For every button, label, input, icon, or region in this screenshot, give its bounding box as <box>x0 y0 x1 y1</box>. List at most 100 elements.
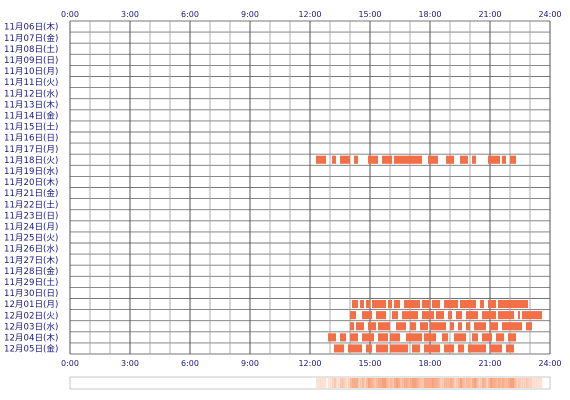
date-label: 11月10日(月) <box>4 66 58 77</box>
summary-density-cell <box>506 378 509 388</box>
bottom-tick-label: 9:00 <box>241 359 259 368</box>
activity-bar <box>404 300 420 309</box>
activity-bar <box>392 311 398 320</box>
summary-density-cell <box>448 378 451 388</box>
activity-bar <box>482 311 496 320</box>
date-label: 11月11日(火) <box>4 77 58 88</box>
activity-bar <box>362 333 374 342</box>
activity-bar <box>460 155 468 164</box>
activity-bar <box>446 155 454 164</box>
summary-density-cell <box>500 378 503 388</box>
summary-density-cell <box>350 378 353 388</box>
summary-density-cell <box>372 378 375 388</box>
summary-density-cell <box>510 378 513 388</box>
top-tick-label: 18:00 <box>418 10 441 19</box>
summary-density-cell <box>434 378 437 388</box>
summary-density-cell <box>446 378 449 388</box>
summary-density-cell <box>478 378 481 388</box>
summary-density-cell <box>516 378 519 388</box>
summary-density-cell <box>474 378 477 388</box>
summary-density-cell <box>442 378 445 388</box>
activity-bar <box>450 322 454 331</box>
activity-bar <box>444 300 458 309</box>
summary-density-cell <box>342 378 345 388</box>
summary-density-cell <box>332 378 335 388</box>
summary-density-cell <box>436 378 439 388</box>
summary-density-cell <box>522 378 525 388</box>
summary-density-cell <box>346 378 349 388</box>
summary-density-cell <box>468 378 471 388</box>
summary-density-cell <box>460 378 463 388</box>
summary-density-cell <box>380 378 383 388</box>
top-tick-label: 9:00 <box>241 10 259 19</box>
activity-bar <box>340 333 346 342</box>
activity-bar <box>488 155 500 164</box>
bottom-tick-label: 0:00 <box>61 359 79 368</box>
date-label: 12月02日(火) <box>4 310 58 321</box>
activity-bar <box>402 311 418 320</box>
summary-density-cell <box>428 378 431 388</box>
date-label: 11月16日(日) <box>4 133 58 144</box>
date-label: 11月20日(木) <box>4 176 58 188</box>
summary-density-cell <box>414 378 417 388</box>
activity-bar <box>448 311 452 320</box>
summary-density-cell <box>440 378 443 388</box>
activity-bar <box>498 300 528 309</box>
activity-bar <box>350 311 356 320</box>
activity-bar <box>480 300 484 309</box>
summary-density-cell <box>508 378 511 388</box>
summary-density-cell <box>466 378 469 388</box>
activity-bar <box>388 300 392 309</box>
summary-density-cell <box>504 378 507 388</box>
date-label: 11月30日(日) <box>4 288 58 299</box>
summary-density-cell <box>490 378 493 388</box>
activity-bar <box>424 344 440 353</box>
date-label: 12月03日(水) <box>4 320 58 332</box>
activity-bar <box>334 344 344 353</box>
activity-bar <box>410 322 416 331</box>
summary-density-cell <box>470 378 473 388</box>
summary-density-cell <box>384 378 387 388</box>
activity-bar <box>328 333 336 342</box>
activity-bar <box>420 322 428 331</box>
summary-density-cell <box>344 378 347 388</box>
summary-density-cell <box>458 378 461 388</box>
bottom-tick-label: 12:00 <box>298 359 321 368</box>
activity-bar <box>522 311 542 320</box>
bottom-tick-label: 6:00 <box>181 359 199 368</box>
date-label: 11月18日(火) <box>4 155 58 166</box>
date-label: 11月17日(月) <box>4 144 58 155</box>
summary-density-cell <box>484 378 487 388</box>
summary-density-cell <box>328 378 331 388</box>
summary-density-cell <box>340 378 343 388</box>
summary-density-cell <box>402 378 405 388</box>
summary-density-cell <box>410 378 413 388</box>
summary-density-cell <box>338 378 341 388</box>
activity-bar <box>352 300 358 309</box>
bottom-tick-label: 21:00 <box>478 359 501 368</box>
activity-bar <box>390 344 408 353</box>
activity-bar <box>502 155 506 164</box>
summary-density-cell <box>386 378 389 388</box>
summary-density-cell <box>322 378 325 388</box>
activity-bar <box>354 155 358 164</box>
summary-density-cell <box>430 378 433 388</box>
summary-density-cell <box>520 378 523 388</box>
bottom-tick-label: 15:00 <box>358 359 381 368</box>
summary-density-cell <box>536 378 539 388</box>
summary-density-cell <box>418 378 421 388</box>
date-label: 11月27日(木) <box>4 254 58 266</box>
activity-bar <box>356 322 364 331</box>
activity-bar <box>490 344 502 353</box>
summary-density-cell <box>352 378 355 388</box>
top-tick-label: 21:00 <box>478 10 501 19</box>
date-label: 11月29日(土) <box>4 276 58 288</box>
activity-bar <box>466 311 478 320</box>
activity-bar <box>422 300 430 309</box>
summary-density-cell <box>422 378 425 388</box>
summary-density-cell <box>364 378 367 388</box>
bottom-tick-label: 18:00 <box>418 359 441 368</box>
activity-bar <box>378 322 390 331</box>
summary-density-cell <box>358 378 361 388</box>
activity-bar <box>422 311 434 320</box>
